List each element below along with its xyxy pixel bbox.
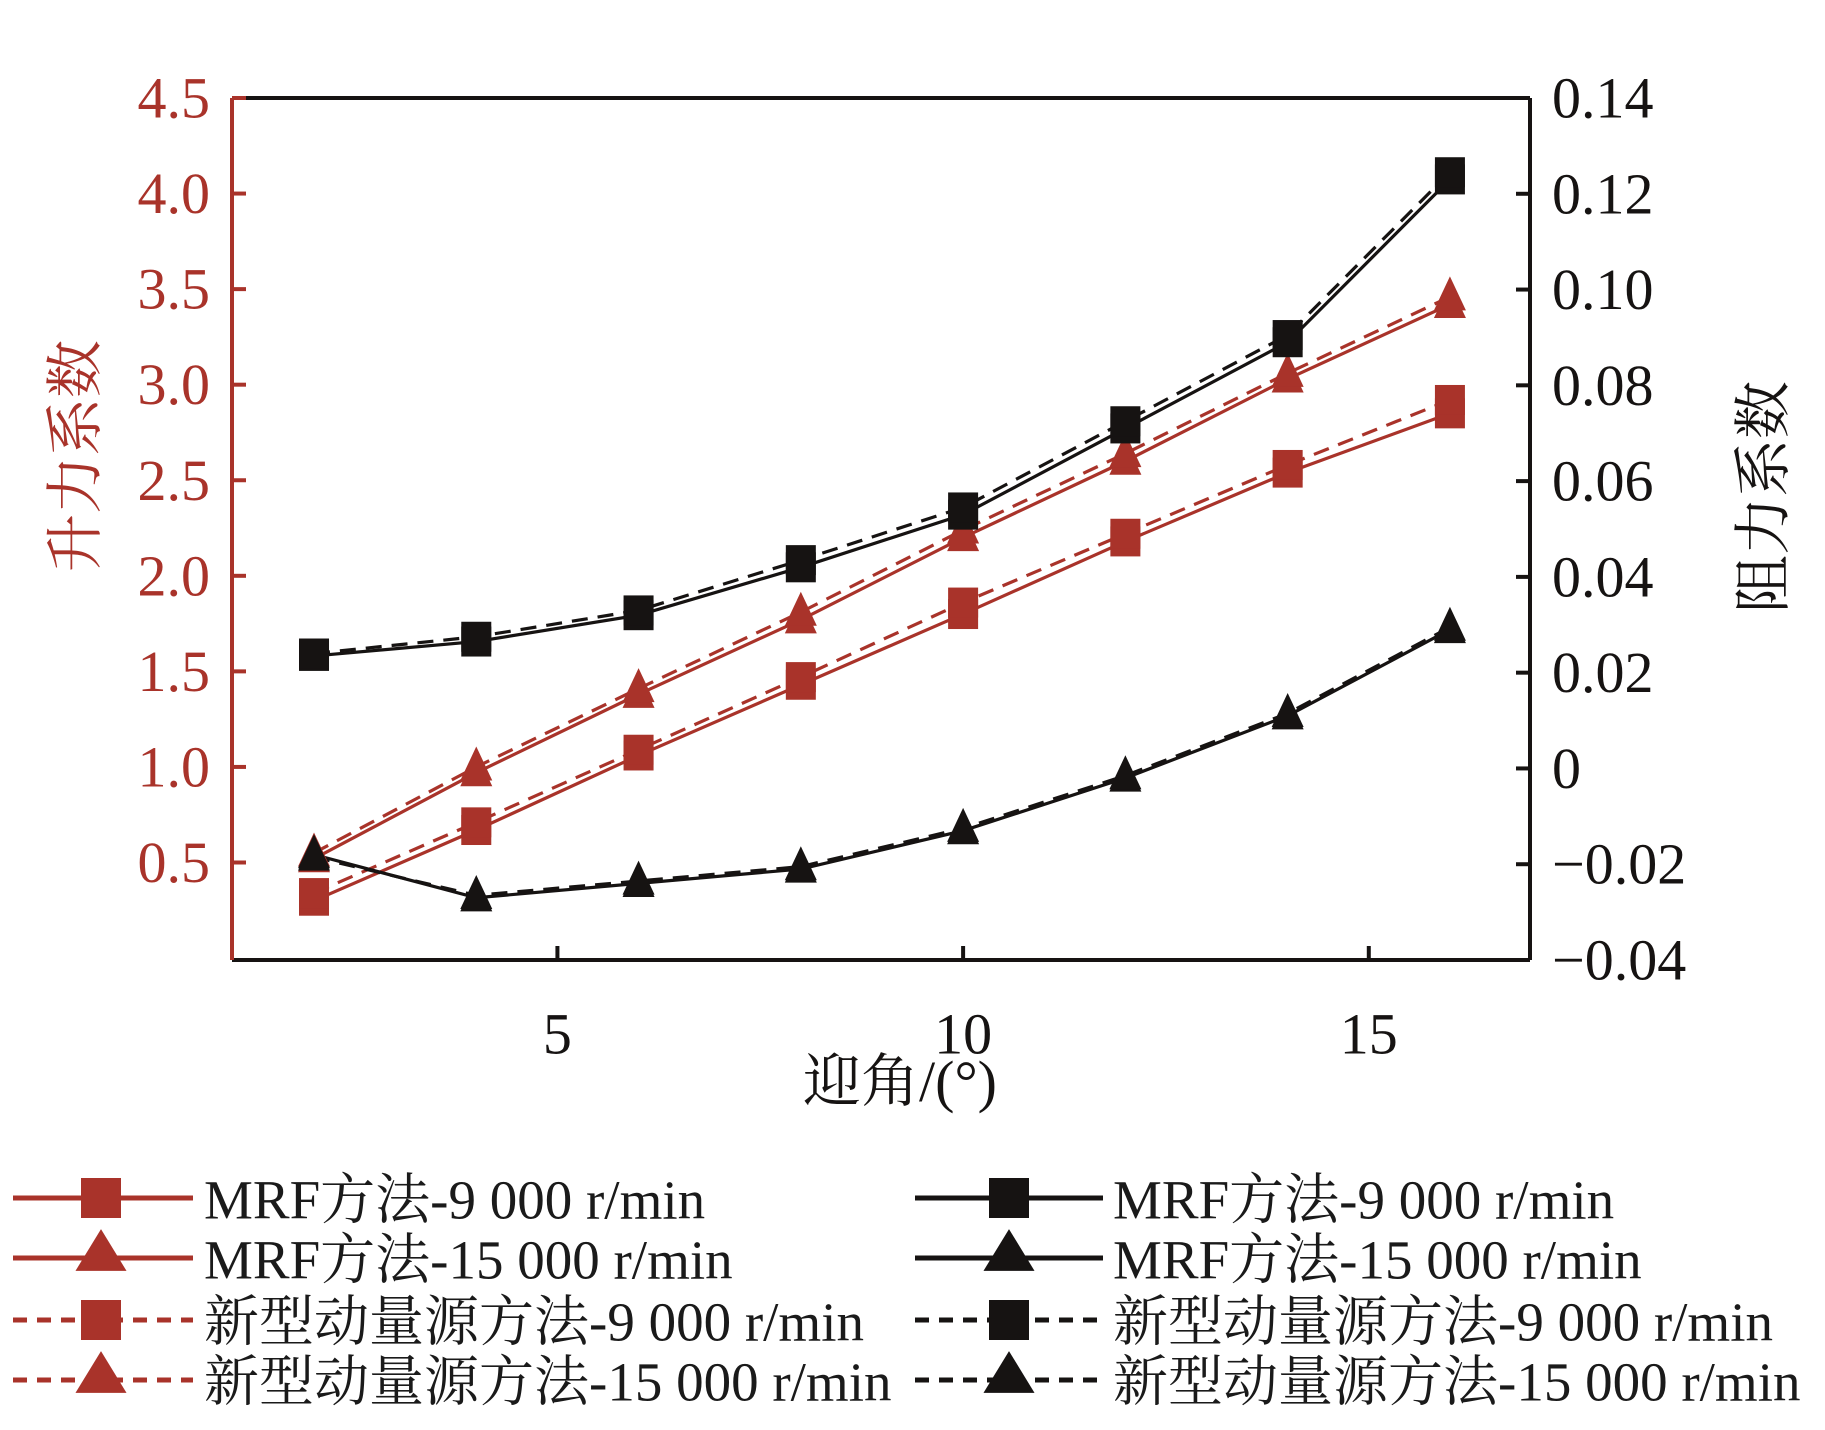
svg-text:1.0: 1.0 xyxy=(138,734,211,799)
svg-text:新型动量源方法-15 000 r/min: 新型动量源方法-15 000 r/min xyxy=(1113,1352,1800,1413)
svg-text:2.5: 2.5 xyxy=(138,448,211,513)
svg-text:0.08: 0.08 xyxy=(1552,353,1654,418)
svg-text:0.02: 0.02 xyxy=(1552,640,1654,705)
svg-text:3.0: 3.0 xyxy=(138,352,211,417)
svg-text:0: 0 xyxy=(1552,736,1581,801)
svg-text:新型动量源方法-9 000 r/min: 新型动量源方法-9 000 r/min xyxy=(204,1292,864,1353)
svg-text:0.14: 0.14 xyxy=(1552,66,1654,131)
svg-text:0.06: 0.06 xyxy=(1552,449,1654,514)
svg-text:3.5: 3.5 xyxy=(138,257,211,322)
svg-text:1.5: 1.5 xyxy=(138,639,211,704)
svg-text:4.0: 4.0 xyxy=(138,161,211,226)
svg-text:MRF方法-15 000 r/min: MRF方法-15 000 r/min xyxy=(1113,1230,1642,1291)
svg-text:−0.02: −0.02 xyxy=(1552,832,1686,897)
svg-text:0.5: 0.5 xyxy=(138,830,211,895)
svg-text:新型动量源方法-15 000 r/min: 新型动量源方法-15 000 r/min xyxy=(204,1352,891,1413)
svg-text:−0.04: −0.04 xyxy=(1552,928,1686,993)
svg-text:0.10: 0.10 xyxy=(1552,257,1654,322)
svg-text:MRF方法-9 000 r/min: MRF方法-9 000 r/min xyxy=(204,1170,705,1231)
svg-text:15: 15 xyxy=(1340,1002,1398,1067)
svg-text:MRF方法-15 000 r/min: MRF方法-15 000 r/min xyxy=(204,1230,733,1291)
svg-text:5: 5 xyxy=(543,1002,572,1067)
svg-text:2.0: 2.0 xyxy=(138,543,211,608)
svg-text:MRF方法-9 000 r/min: MRF方法-9 000 r/min xyxy=(1113,1170,1614,1231)
svg-text:0.12: 0.12 xyxy=(1552,161,1654,226)
svg-text:4.5: 4.5 xyxy=(138,66,211,131)
svg-text:新型动量源方法-9 000 r/min: 新型动量源方法-9 000 r/min xyxy=(1113,1292,1773,1353)
svg-text:0.04: 0.04 xyxy=(1552,544,1654,609)
